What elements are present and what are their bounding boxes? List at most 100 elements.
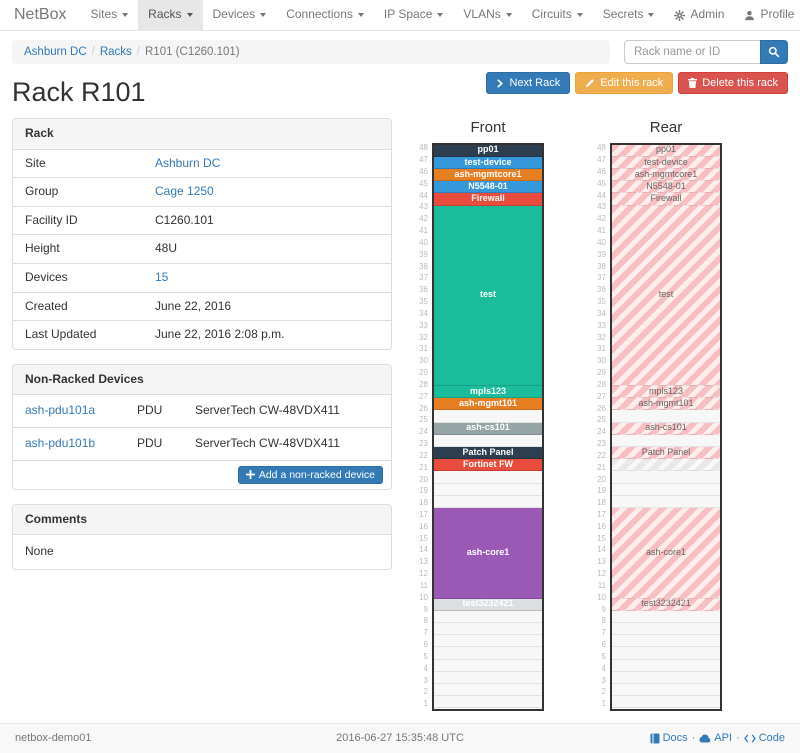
rack-unit-empty <box>434 671 542 685</box>
nonracked-device-list: ash-pdu101a PDU ServerTech CW-48VDX411 ash-… <box>13 395 391 459</box>
attr-value[interactable]: Ashburn DC <box>155 155 221 170</box>
unit-number: 46 <box>419 166 428 176</box>
breadcrumb-item-racks[interactable]: Racks <box>99 45 132 58</box>
rack-unit-ash-mgmt101[interactable]: ash-mgmt101 <box>612 398 720 411</box>
unit-number: 3 <box>601 675 606 685</box>
nav-item-circuits[interactable]: Circuits <box>522 0 593 30</box>
rack-unit-ash-core1[interactable]: ash-core1 <box>612 507 720 599</box>
nav-item-label: Devices <box>212 7 256 22</box>
unit-number: 29 <box>597 368 606 378</box>
unit-number: 30 <box>597 356 606 366</box>
add-nonracked-device-button[interactable]: Add a non-racked device <box>237 465 383 484</box>
attr-label: Site <box>25 155 46 170</box>
unit-number: 18 <box>597 498 606 508</box>
unit-number: 24 <box>419 427 428 437</box>
rack-unit-fortinet-fw[interactable]: Fortinet FW <box>434 459 542 472</box>
unit-number: 31 <box>419 344 428 354</box>
unit-number: 40 <box>597 237 606 247</box>
rack-unit-empty <box>434 659 542 672</box>
rack-unit-mpls123[interactable]: mpls123 <box>434 385 542 399</box>
footer-separator: · <box>736 732 740 745</box>
rack-unit-empty <box>612 495 720 508</box>
rack-unit-empty <box>612 471 720 484</box>
rack-unit-patch-panel[interactable]: Patch Panel <box>434 446 542 460</box>
rack-unit-ash-core1[interactable]: ash-core1 <box>434 507 542 599</box>
nav-item-label: Secrets <box>602 7 644 22</box>
rack-unit-test[interactable]: test <box>612 205 720 386</box>
nav-item-ip-space[interactable]: IP Space <box>374 0 453 30</box>
nav-item-devices[interactable]: Devices <box>203 0 277 30</box>
nav-item-admin[interactable]: Admin <box>664 0 734 30</box>
rack-unit-ash-cs101[interactable]: ash-cs101 <box>612 422 720 435</box>
unit-number: 42 <box>597 214 606 224</box>
unit-number: 36 <box>597 285 606 295</box>
nav-item-label: IP Space <box>383 7 433 22</box>
rack-unit-mpls123[interactable]: mpls123 <box>612 385 720 399</box>
nav-item-vlans[interactable]: VLANs <box>453 0 521 30</box>
unit-number: 28 <box>597 379 606 389</box>
edit-rack-button[interactable]: Edit this rack <box>575 72 674 94</box>
unit-number: 20 <box>597 474 606 484</box>
next-rack-button[interactable]: Next Rack <box>486 72 571 94</box>
rack-unit-test-device[interactable]: test-device <box>434 156 542 169</box>
delete-rack-button[interactable]: Delete this rack <box>678 72 788 94</box>
search-input[interactable] <box>624 40 760 64</box>
unit-number: 9 <box>601 604 606 614</box>
footer-link-code[interactable]: Code <box>743 731 785 745</box>
rack-unit-ash-mgmtcore1[interactable]: ash-mgmtcore1 <box>434 169 542 182</box>
nav-item-profile[interactable]: Profile <box>734 0 800 30</box>
unit-number: 22 <box>597 450 606 460</box>
nonracked-device-row: ash-pdu101a PDU ServerTech CW-48VDX411 <box>13 395 391 427</box>
nav-item-sites[interactable]: Sites <box>80 0 138 30</box>
nav-item-racks[interactable]: Racks <box>138 0 203 30</box>
unit-number: 34 <box>597 308 606 318</box>
attr-label: Created <box>25 298 68 313</box>
search-button[interactable] <box>760 40 788 64</box>
unit-number: 16 <box>419 521 428 531</box>
attr-value[interactable]: 15 <box>155 270 169 285</box>
rack-unit-test[interactable]: test <box>434 205 542 386</box>
rear-elevation: Rear 48 47 46 45 44 43 42 41 40 39 38 37 36 35 34 33 32 3… <box>594 118 722 711</box>
device-name-link[interactable]: ash-pdu101b <box>25 436 96 451</box>
unit-number: 17 <box>597 509 606 519</box>
nav-item-label: Admin <box>690 7 725 22</box>
unit-number: 48 <box>597 143 606 153</box>
footer-link-docs[interactable]: Docs <box>650 731 688 745</box>
rack-unit-test3232421[interactable]: test3232421 <box>434 598 542 611</box>
rack-unit-test-device[interactable]: test-device <box>612 156 720 169</box>
rack-unit-pp01[interactable]: pp01 <box>434 144 542 157</box>
rack-unit-ash-mgmt101[interactable]: ash-mgmt101 <box>434 398 542 411</box>
rack-elevations: Front 48 47 46 45 44 43 42 41 40 39 38 37 36 35 34 33 32… <box>416 118 722 711</box>
rack-unit-n5548-01[interactable]: N5548-01 <box>434 181 542 194</box>
rack-unit-ash-mgmtcore1[interactable]: ash-mgmtcore1 <box>612 169 720 182</box>
rack-unit-ash-cs101[interactable]: ash-cs101 <box>434 422 542 435</box>
caret-down-icon <box>357 13 364 17</box>
rack-search <box>624 40 788 64</box>
rack-unit-empty <box>434 647 542 660</box>
unit-number: 21 <box>597 462 606 472</box>
footer-link-api[interactable]: API <box>699 731 732 745</box>
rack-unit-n5548-01[interactable]: N5548-01 <box>612 181 720 194</box>
device-name-link[interactable]: ash-pdu101a <box>25 403 96 418</box>
unit-number: 44 <box>419 190 428 200</box>
breadcrumb-item-ashburn-dc[interactable]: Ashburn DC <box>24 45 87 58</box>
unit-number: 29 <box>419 368 428 378</box>
rack-unit-empty <box>612 671 720 685</box>
unit-number: 43 <box>419 202 428 212</box>
attr-value[interactable]: Cage 1250 <box>155 184 214 199</box>
unit-number: 44 <box>597 190 606 200</box>
nav-item-connections[interactable]: Connections <box>276 0 374 30</box>
app-brand[interactable]: NetBox <box>14 5 67 23</box>
top-navbar: NetBox Sites Racks Devices Connections IP Sp… <box>0 0 800 31</box>
unit-number: 22 <box>419 450 428 460</box>
rack-unit-pp01[interactable]: pp01 <box>612 144 720 157</box>
rack-unit-firewall[interactable]: Firewall <box>612 193 720 206</box>
rack-unit-firewall[interactable]: Firewall <box>434 193 542 206</box>
rack-unit-empty <box>434 610 542 624</box>
nav-item-secrets[interactable]: Secrets <box>593 0 665 30</box>
unit-number: 2 <box>423 687 428 697</box>
unit-number: 13 <box>419 557 428 567</box>
rack-unit-test3232421[interactable]: test3232421 <box>612 598 720 611</box>
rack-unit-empty <box>434 483 542 496</box>
rack-unit-patch-panel[interactable]: Patch Panel <box>612 446 720 460</box>
